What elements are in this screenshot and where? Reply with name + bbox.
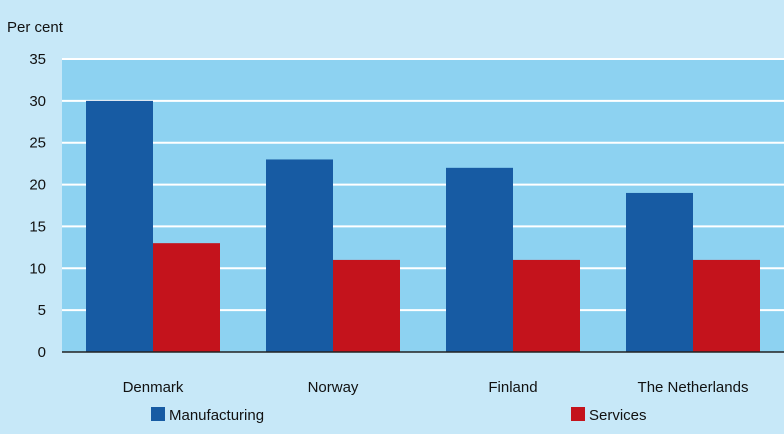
bar-manufacturing-denmark <box>86 100 153 352</box>
y-axis-tick-labels: 0 5 10 15 20 25 30 35 <box>29 51 46 361</box>
bar-services-finland <box>513 259 580 352</box>
bars <box>86 100 760 352</box>
y-tick-label: 0 <box>38 344 46 361</box>
y-tick-label: 10 <box>29 260 46 277</box>
y-tick-label: 25 <box>29 135 46 152</box>
x-category-label: The Netherlands <box>638 379 749 396</box>
x-category-label: Finland <box>488 379 537 396</box>
y-tick-label: 20 <box>29 177 46 194</box>
bar-services-denmark <box>153 243 220 352</box>
y-tick-label: 5 <box>38 302 46 319</box>
x-axis-category-labels: Denmark Norway Finland The Netherlands <box>123 379 749 396</box>
bar-services-the-netherlands <box>693 259 760 352</box>
y-tick-label: 30 <box>29 93 46 110</box>
legend: Manufacturing Services <box>151 407 647 424</box>
legend-label-manufacturing: Manufacturing <box>169 407 264 424</box>
bar-services-norway <box>333 259 400 352</box>
legend-label-services: Services <box>589 407 647 424</box>
y-axis-unit-label: Per cent <box>7 19 64 36</box>
legend-swatch-manufacturing <box>151 407 165 421</box>
x-category-label: Norway <box>308 379 359 396</box>
bar-manufacturing-the-netherlands <box>626 192 693 352</box>
bar-manufacturing-norway <box>266 159 333 352</box>
x-category-label: Denmark <box>123 379 184 396</box>
y-tick-label: 15 <box>29 218 46 235</box>
legend-swatch-services <box>571 407 585 421</box>
y-tick-label: 35 <box>29 51 46 68</box>
bar-manufacturing-finland <box>446 167 513 352</box>
